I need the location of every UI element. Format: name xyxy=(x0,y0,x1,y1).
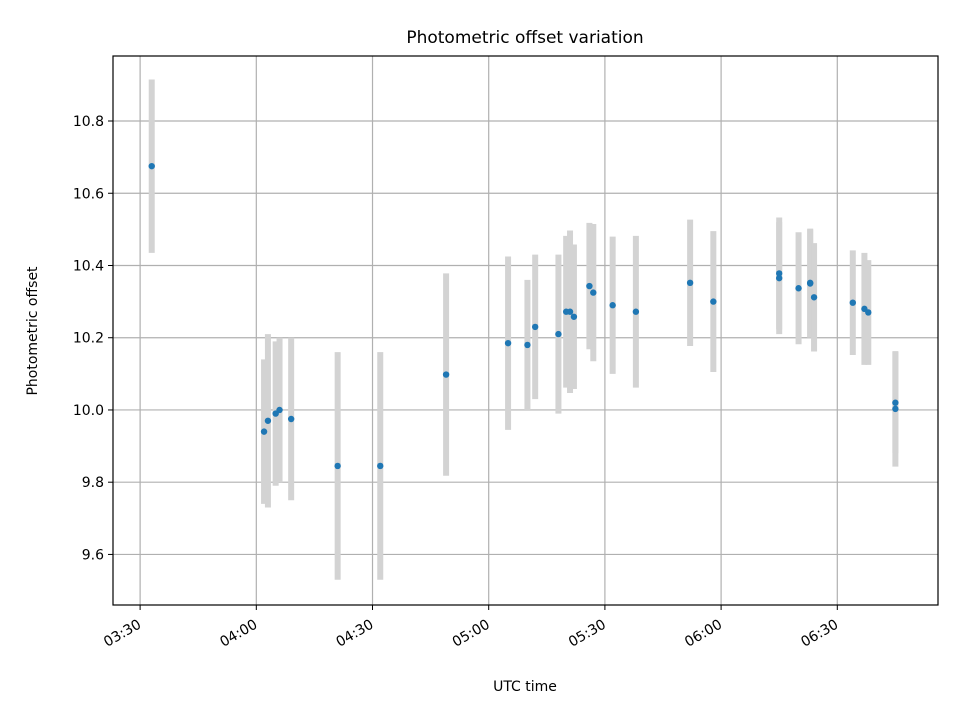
x-tick-label: 04:00 xyxy=(217,617,260,651)
x-tick-label: 04:30 xyxy=(334,617,377,651)
y-tick-label: 10.2 xyxy=(73,331,104,347)
error-bars xyxy=(148,79,899,580)
y-tick-label: 9.6 xyxy=(82,547,104,563)
x-tick-label: 06:00 xyxy=(682,617,725,651)
y-tick-label: 10.6 xyxy=(73,186,104,202)
data-point xyxy=(377,462,384,470)
x-tick-label: 05:00 xyxy=(450,617,493,651)
grid-lines xyxy=(113,56,938,605)
x-tick-label: 03:30 xyxy=(101,617,144,651)
y-tick-label: 10.0 xyxy=(73,403,104,419)
data-point xyxy=(892,399,899,406)
data-point xyxy=(865,309,872,316)
data-point xyxy=(686,279,694,287)
data-point xyxy=(531,323,539,331)
data-points xyxy=(148,162,899,470)
data-point xyxy=(334,462,341,470)
data-point xyxy=(287,415,295,423)
data-point xyxy=(590,289,597,296)
data-point xyxy=(555,330,562,338)
data-point xyxy=(710,298,717,305)
data-point xyxy=(442,371,450,378)
data-point xyxy=(264,417,272,424)
data-point xyxy=(609,302,616,309)
y-tick-label: 10.8 xyxy=(73,114,104,130)
data-point xyxy=(806,280,814,287)
chart-title: Photometric offset variation xyxy=(406,28,643,48)
y-tick-label: 10.4 xyxy=(73,258,104,274)
data-point xyxy=(586,282,593,290)
data-point xyxy=(524,341,531,349)
data-point xyxy=(566,308,574,315)
x-axis-label: UTC time xyxy=(493,679,557,695)
data-point xyxy=(276,406,283,414)
data-point xyxy=(795,285,802,292)
data-point xyxy=(148,162,155,170)
plot-frame xyxy=(112,55,939,606)
x-tick-label: 06:30 xyxy=(798,617,841,651)
data-point xyxy=(849,299,856,306)
data-point xyxy=(504,339,512,347)
y-tick-label: 9.8 xyxy=(82,475,104,491)
data-point xyxy=(775,274,783,282)
y-axis-label: Photometric offset xyxy=(25,266,41,396)
data-point xyxy=(260,428,268,435)
y-axis-ticks: 9.6 9.8 10.0 10.2 10.4 10.6 10.8 xyxy=(73,114,113,563)
data-point xyxy=(892,405,899,413)
data-point xyxy=(632,308,640,315)
x-axis-ticks: 03:30 04:00 04:30 05:00 05:30 06:00 06:30 xyxy=(101,605,841,651)
data-point xyxy=(570,313,578,320)
data-point xyxy=(810,294,818,301)
data-point xyxy=(775,270,783,277)
x-tick-label: 05:30 xyxy=(566,617,609,651)
